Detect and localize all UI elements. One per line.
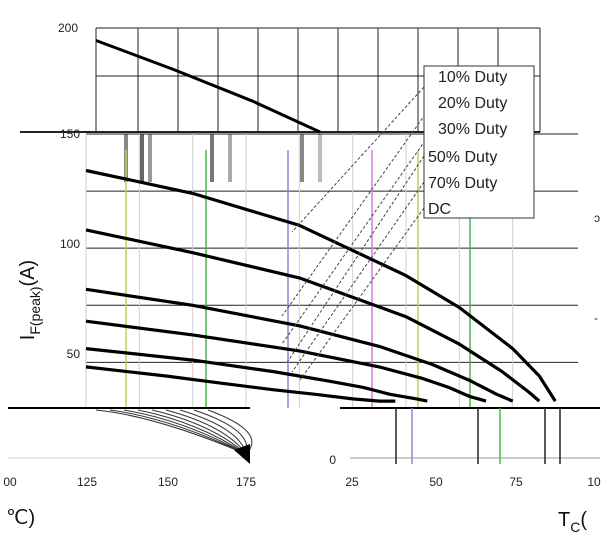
y-axis-label-main: I [17, 335, 39, 341]
bottom-right-x-tick-label: 50 [429, 475, 443, 489]
series-line [85, 228, 541, 403]
bottom-left-x-tick-label: 00 [3, 475, 17, 489]
glitch-band [140, 134, 144, 182]
glitch-band [300, 134, 304, 182]
series-line [85, 347, 428, 403]
legend-pointer-line [285, 155, 425, 365]
series-line [85, 319, 487, 403]
bottom-right-x-tick-label: 75 [509, 475, 523, 489]
fan-curve [123, 409, 247, 455]
glitch-band [148, 134, 152, 182]
legend-entry: 50% Duty [428, 149, 497, 166]
legend-box [423, 65, 535, 219]
bottom-left-curve-fan [95, 409, 253, 455]
legend-pointer-lines [281, 75, 435, 381]
series-line [85, 365, 396, 403]
series-line [85, 287, 514, 403]
bottom-left-x-tick-label: 125 [77, 475, 97, 489]
legend-entry: 20% Duty [438, 95, 507, 112]
legend-pointer-line [299, 207, 425, 381]
fan-curve [95, 409, 247, 455]
y-tick-label-150: 150 [60, 127, 80, 141]
bottom-left-x-axis-label: ℃) [6, 507, 35, 529]
series-line [85, 168, 557, 402]
bottom-right-plot: 0 25 50 75 10 TC( [329, 407, 601, 535]
bottom-right-x-tick-label: 10 [587, 475, 601, 489]
svg-text:IF(peak)(A): IF(peak)(A) [17, 260, 43, 340]
bottom-left-fan-tip [234, 444, 250, 464]
y-axis-label-sub: F(peak) [27, 286, 43, 334]
y-axis-label-unit: (A) [17, 260, 39, 287]
legend-pointer-line [281, 127, 435, 345]
glitch-band [210, 134, 214, 182]
right-edge-fragment: - [594, 311, 598, 325]
bottom-right-y-tick-label: 0 [329, 453, 336, 467]
upper-y-tick-label: 200 [58, 21, 78, 35]
glitch-band [228, 134, 232, 182]
x-axis-label: TC( [558, 509, 587, 535]
legend-entry: DC [428, 201, 451, 218]
legend-pointer-line [291, 75, 435, 233]
bottom-right-marks [395, 408, 561, 464]
main-plot-curves [85, 168, 557, 403]
bottom-left-x-tick-label: 175 [236, 475, 256, 489]
upper-plot-curve [95, 39, 321, 134]
main-plot: 150 100 50 IF(peak)(A) 10% Duty 20% Duty… [17, 65, 600, 408]
y-axis-label: IF(peak)(A) [17, 260, 43, 340]
legend-entry: 70% Duty [428, 175, 497, 192]
fan-curve [109, 409, 247, 455]
y-tick-label-50: 50 [67, 347, 81, 361]
legend-pointer-line [281, 101, 435, 317]
fan-curve [137, 409, 247, 455]
bottom-right-x-tick-label: 25 [345, 475, 359, 489]
legend-entry: 30% Duty [438, 121, 507, 138]
legend-entry: 10% Duty [438, 69, 507, 86]
fan-curve [151, 409, 247, 455]
right-edge-fragment: ɔ [594, 211, 600, 225]
y-tick-label-100: 100 [60, 237, 80, 251]
glitch-band [318, 134, 322, 182]
bottom-left-plot: 00 125 150 175 ℃) [3, 407, 256, 529]
legend-pointer-line [291, 181, 425, 373]
bottom-left-x-tick-label: 150 [158, 475, 178, 489]
